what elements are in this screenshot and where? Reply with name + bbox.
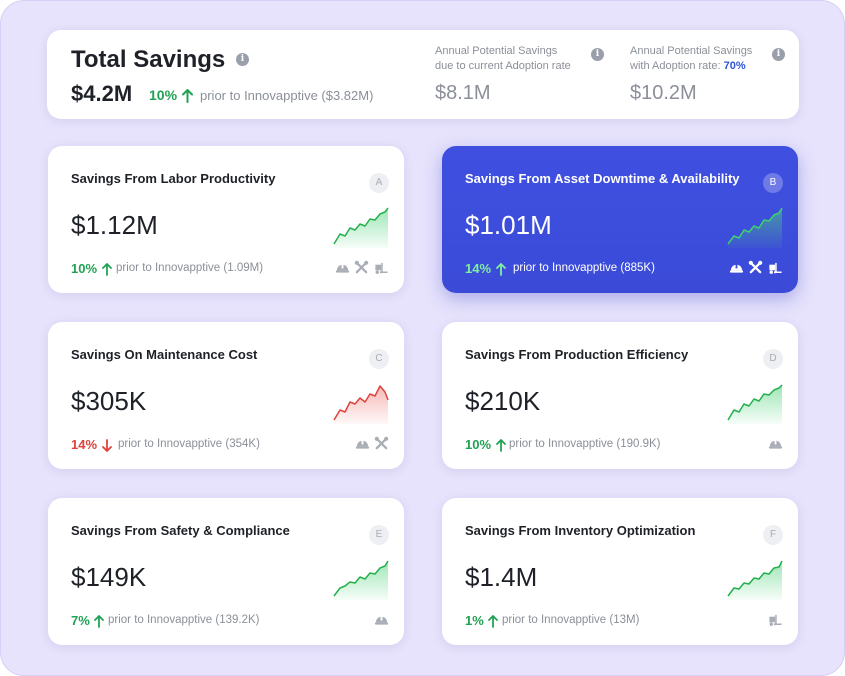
arrow-up-icon [488, 615, 499, 628]
card-prior: prior to Innovapptive (1.09M) [116, 262, 264, 274]
card-title: Savings From Labor Productivity [71, 171, 276, 186]
info-icon[interactable]: i [236, 53, 249, 66]
savings-card-safety-compliance[interactable]: Savings From Safety & Compliance E $149K… [48, 498, 404, 645]
card-value: $1.01M [465, 210, 552, 240]
hardhat-icon [768, 439, 783, 449]
category-icons [355, 436, 389, 451]
card-change: 10% [465, 437, 506, 452]
sparkline-chart [727, 207, 783, 248]
change-percent: 10% [149, 87, 178, 103]
category-icons [729, 260, 783, 275]
card-badge: C [369, 349, 389, 369]
arrow-up-icon [495, 439, 506, 452]
info-icon[interactable]: i [772, 48, 785, 61]
card-badge: E [369, 525, 389, 545]
savings-card-maintenance-cost[interactable]: Savings On Maintenance Cost C $305K 14% … [48, 322, 404, 469]
card-title: Savings On Maintenance Cost [71, 347, 258, 362]
savings-card-inventory-optimization[interactable]: Savings From Inventory Optimization F $1… [442, 498, 798, 645]
tools-icon [374, 436, 389, 450]
category-icons [335, 260, 389, 275]
hardhat-icon [729, 263, 744, 273]
tools-icon [354, 260, 369, 274]
card-change: 14% [465, 261, 506, 276]
total-savings-change: 10% [149, 87, 193, 104]
tools-icon [748, 260, 763, 274]
card-value: $1.12M [71, 210, 158, 240]
category-icons [374, 612, 389, 627]
card-title: Savings From Safety & Compliance [71, 523, 290, 538]
category-icons [768, 436, 783, 451]
card-change: 10% [71, 261, 112, 276]
savings-card-production-efficiency[interactable]: Savings From Production Efficiency D $21… [442, 322, 798, 469]
total-savings-title: Total Savings [71, 46, 226, 73]
card-title: Savings From Production Efficiency [465, 347, 689, 362]
info-icon[interactable]: i [591, 48, 604, 61]
sparkline-chart [727, 384, 783, 424]
hardhat-icon [335, 263, 350, 273]
total-savings-value: $4.2M [71, 81, 133, 106]
sparkline-chart [333, 560, 389, 600]
forklift-icon [769, 262, 782, 274]
card-badge: F [763, 525, 783, 545]
potential-current-label: Annual Potential Savings due to current … [435, 45, 571, 72]
adoption-rate: 70% [723, 60, 746, 72]
category-icons [767, 612, 783, 627]
forklift-icon [375, 262, 388, 274]
arrow-up-icon [181, 89, 193, 104]
potential-rate-value: $10.2M [630, 82, 697, 104]
total-savings-prior: prior to Innovapptive ($3.82M) [200, 88, 374, 103]
card-value: $305K [71, 386, 147, 416]
sparkline-chart [333, 207, 389, 248]
card-prior: prior to Innovapptive (354K) [118, 438, 260, 450]
card-change: 14% [71, 437, 112, 452]
savings-card-labor-productivity[interactable]: Savings From Labor Productivity A $1.12M… [48, 146, 404, 293]
card-prior: prior to Innovapptive (13M) [502, 614, 640, 626]
card-title: Savings From Asset Downtime & Availabili… [465, 171, 740, 186]
card-title: Savings From Inventory Optimization [465, 523, 696, 538]
card-badge: A [369, 173, 389, 193]
arrow-up-icon [495, 263, 506, 276]
card-value: $1.4M [465, 562, 538, 592]
potential-rate-label: Annual Potential Savings with Adoption r… [630, 45, 753, 72]
card-badge: D [763, 349, 783, 369]
hardhat-icon [374, 615, 389, 625]
total-savings-card: Total Savings i $4.2M 10% prior to Innov… [47, 30, 799, 119]
card-prior: prior to Innovapptive (190.9K) [509, 438, 661, 450]
card-prior: prior to Innovapptive (885K) [513, 262, 655, 274]
card-change: 1% [465, 613, 499, 628]
forklift-icon [769, 614, 782, 626]
sparkline-chart [333, 385, 389, 424]
hardhat-icon [355, 439, 370, 449]
card-change: 7% [71, 613, 105, 628]
potential-current-value: $8.1M [435, 82, 491, 104]
arrow-up-icon [94, 615, 105, 628]
arrow-up-icon [101, 263, 112, 276]
card-badge: B [763, 173, 783, 193]
card-value: $210K [465, 386, 541, 416]
sparkline-chart [727, 560, 783, 600]
arrow-down-icon [101, 439, 112, 452]
card-prior: prior to Innovapptive (139.2K) [108, 614, 260, 626]
savings-card-asset-downtime[interactable]: Savings From Asset Downtime & Availabili… [442, 146, 798, 293]
card-value: $149K [71, 562, 147, 592]
